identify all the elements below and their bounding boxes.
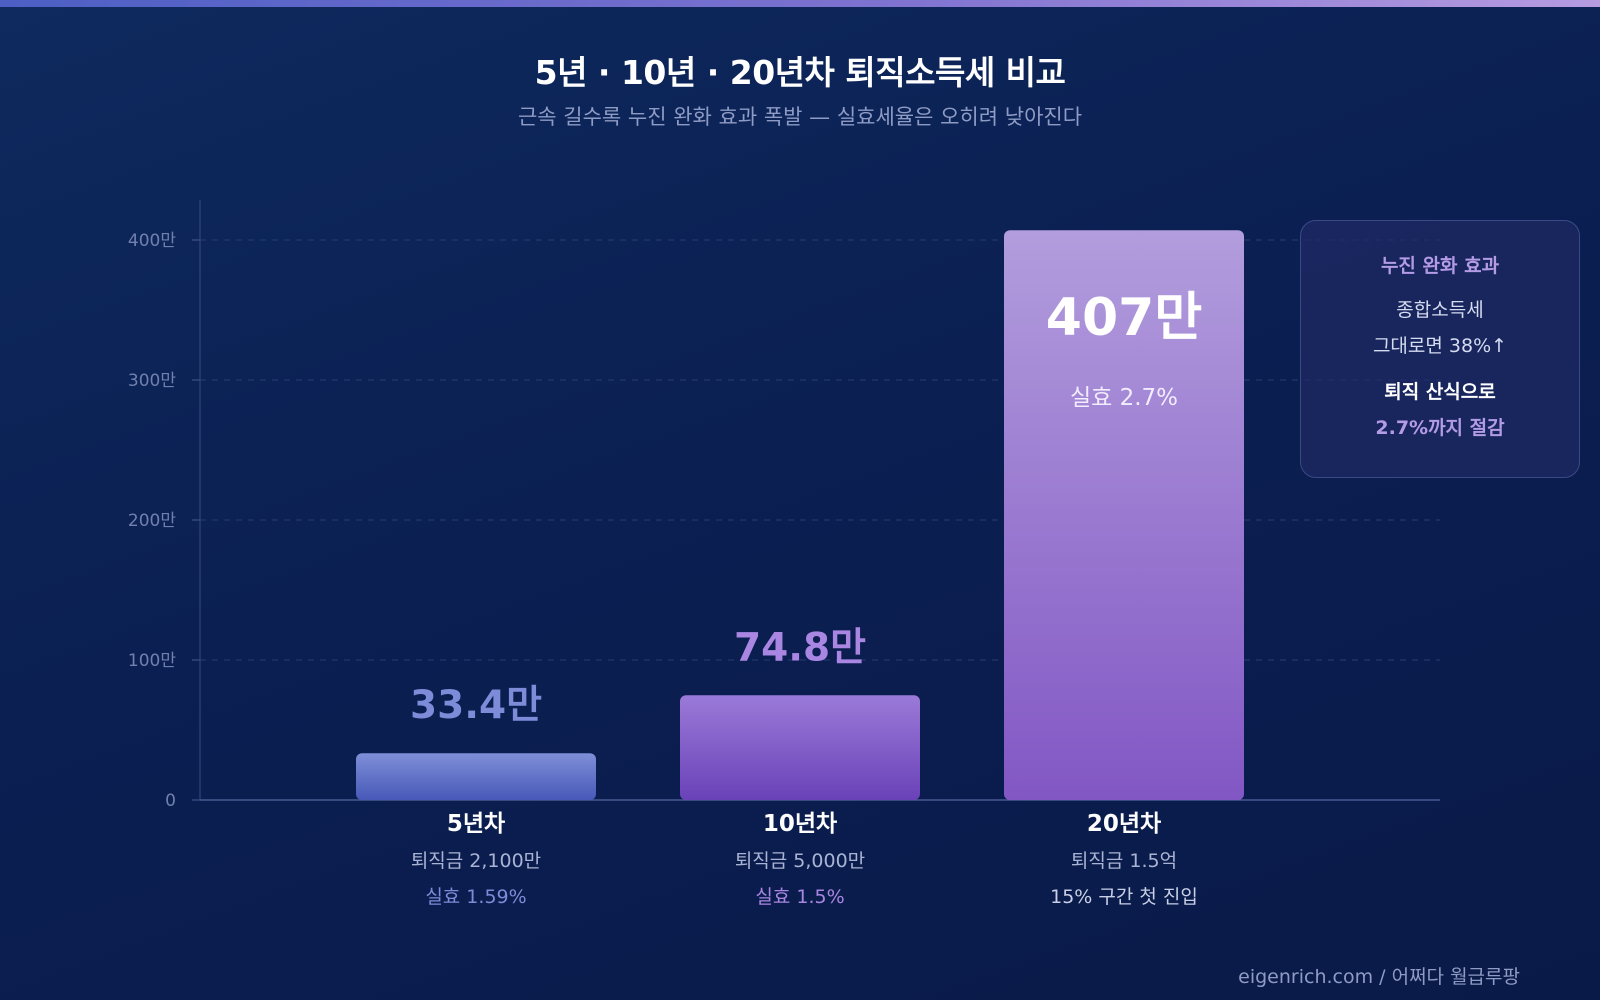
callout-title: 누진 완화 효과	[1380, 255, 1500, 277]
bar-2	[680, 695, 920, 800]
bar-value-label: 33.4만	[410, 683, 542, 728]
y-tick-label: 100만	[128, 651, 176, 671]
x-category-label: 20년차	[1087, 811, 1161, 837]
callout-box: 누진 완화 효과 종합소득세 그대로면 38%↑ 퇴직 산식으로 2.7%까지 …	[1300, 220, 1580, 478]
x-category-label: 10년차	[763, 811, 837, 837]
x-category-label: 5년차	[447, 811, 505, 837]
callout-line-1: 종합소득세	[1396, 299, 1484, 321]
x-category-note: 퇴직금 1.5억	[1071, 850, 1177, 872]
y-tick-label: 200만	[128, 511, 176, 531]
bar-1	[356, 753, 596, 800]
y-tick-label: 300만	[128, 371, 176, 391]
callout-line-3: 퇴직 산식으로	[1384, 381, 1496, 403]
grid-lines	[200, 239, 1440, 661]
callout-line-4: 2.7%까지 절감	[1375, 417, 1505, 439]
callout-line-2: 그대로면 38%↑	[1372, 335, 1508, 357]
x-category-rate: 15% 구간 첫 진입	[1050, 886, 1198, 908]
bar-3	[1004, 230, 1244, 800]
bars	[356, 230, 1244, 800]
footer-credit: eigenrich.com / 어쩌다 월급루팡	[1238, 966, 1520, 988]
x-category-rate: 실효 1.59%	[425, 886, 526, 908]
bar-inner-note: 실효 2.7%	[1070, 385, 1178, 411]
x-category-note: 퇴직금 5,000만	[735, 850, 865, 872]
y-tick-label: 400만	[128, 231, 176, 251]
bar-value-label: 74.8만	[734, 625, 866, 670]
y-tick-label: 0	[165, 791, 176, 811]
chart-subtitle: 근속 길수록 누진 완화 효과 폭발 — 실효세율은 오히려 낮아진다	[517, 105, 1083, 129]
top-accent-bar	[0, 0, 1600, 7]
x-category-rate: 실효 1.5%	[755, 886, 844, 908]
x-category-note: 퇴직금 2,100만	[411, 850, 541, 872]
chart-title: 5년 · 10년 · 20년차 퇴직소득세 비교	[534, 53, 1066, 92]
bar-value-label: 407만	[1046, 288, 1202, 348]
